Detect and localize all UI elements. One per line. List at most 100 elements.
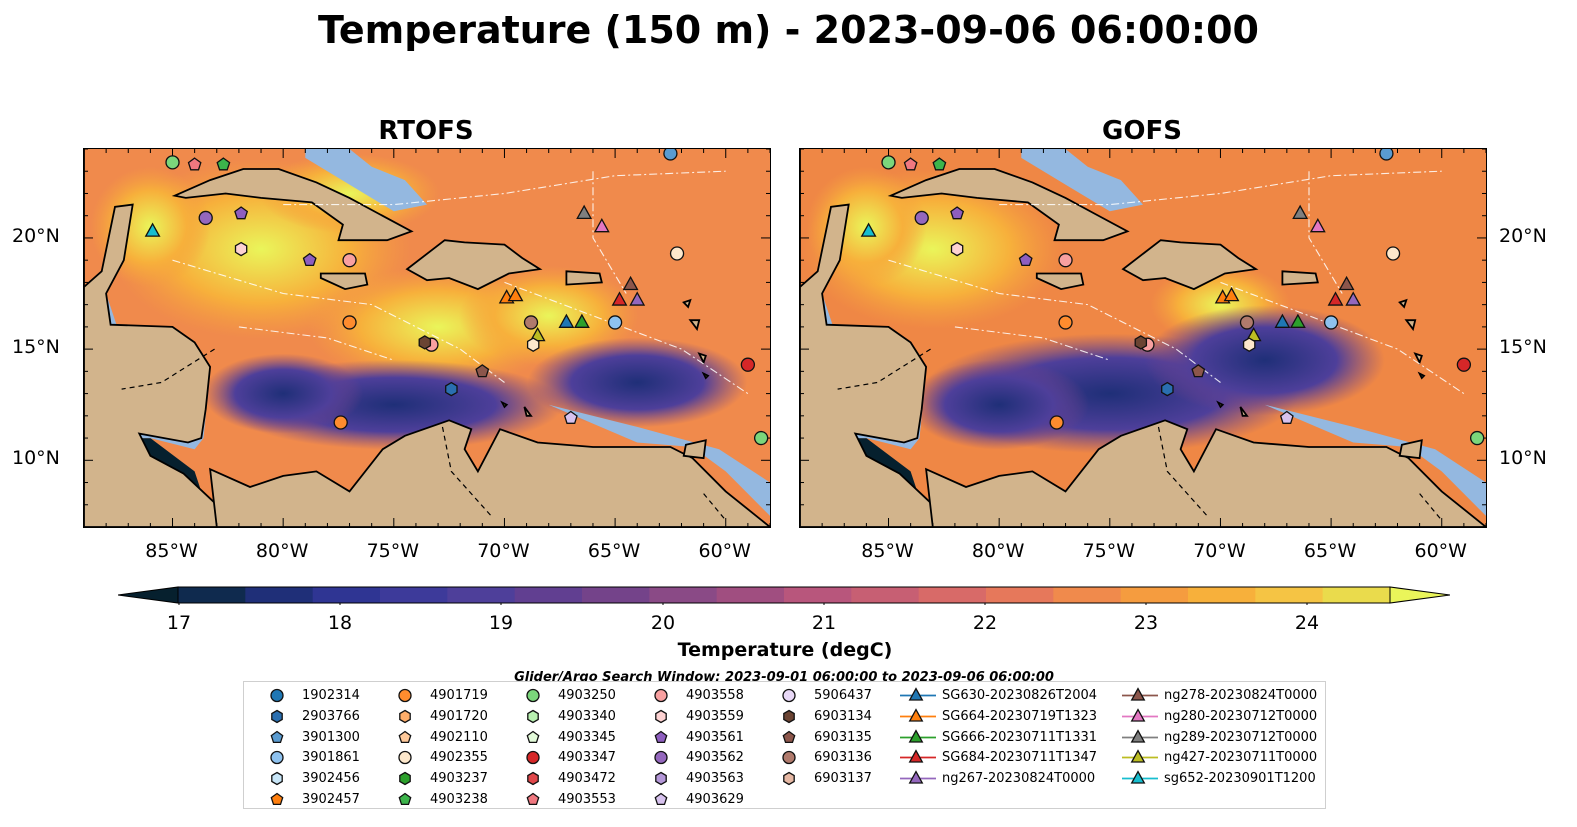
legend-label: ng427-20230711T0000 (1164, 750, 1318, 766)
float-marker-circle (740, 357, 756, 372)
colorbar-tick-label: 18 (327, 612, 353, 634)
land-polygon (319, 272, 369, 291)
float-marker-pentagon (475, 364, 490, 378)
pentagon-legend-icon (270, 730, 284, 743)
float-marker-pentagon (1279, 410, 1294, 424)
float-marker-circle (1058, 253, 1073, 268)
float-marker-pentagon (1191, 364, 1206, 378)
float-marker-hexagon (1161, 381, 1174, 397)
float-marker-triangle (622, 275, 639, 291)
float-marker-pentagon (302, 252, 317, 267)
colorbar-tick-label: 22 (972, 612, 998, 634)
float-marker-triangle (1338, 275, 1355, 291)
legend-label: 2903766 (302, 708, 360, 724)
legend-marker (398, 730, 412, 743)
lon-tick-label: 70°W (477, 540, 530, 562)
lat-tick-label-right: 10°N (1499, 447, 1547, 470)
triangle-legend-icon (908, 708, 924, 722)
legend-label: 4903238 (430, 792, 488, 807)
legend-marker (1122, 687, 1158, 701)
legend-label: 6903136 (814, 750, 872, 766)
lon-tick-label: 75°W (366, 540, 420, 562)
colorbar-segment (649, 587, 718, 603)
lon-tick-label: 60°W (698, 540, 751, 562)
colorbar-label: Temperature (degC) (677, 639, 893, 661)
float-marker-circle (1323, 315, 1339, 330)
land-polygon (209, 419, 770, 527)
float-marker-pentagon (216, 157, 231, 171)
land-polygon (800, 149, 957, 527)
eez-boundary (999, 170, 1442, 206)
hexagon-legend-icon (271, 709, 283, 724)
eez-boundary (888, 259, 1221, 383)
hexagon-legend-icon (655, 771, 667, 786)
colorbar-segment (1053, 587, 1122, 603)
land-polygon (1398, 298, 1408, 309)
pentagon-legend-icon (526, 730, 540, 743)
legend-marker (900, 770, 936, 784)
float-marker-pentagon (1018, 252, 1033, 267)
float-marker-circle (342, 253, 357, 268)
legend-marker (782, 688, 796, 703)
legend-label: 6903134 (814, 708, 872, 724)
land-polygon (1281, 270, 1319, 286)
float-marker-circle (333, 415, 348, 430)
legend-marker (526, 730, 540, 743)
float-marker-triangle (573, 313, 590, 328)
lat-tick-label-right: 20°N (1499, 224, 1547, 247)
lon-tick-label: 85°W (861, 540, 914, 562)
float-marker-hexagon (1134, 335, 1148, 350)
circle-legend-icon (398, 751, 412, 765)
legend-marker (270, 688, 284, 703)
float-marker-hexagon (418, 335, 432, 350)
float-marker-triangle (1289, 313, 1306, 328)
land-polygon (171, 168, 414, 242)
legend-marker (654, 792, 668, 806)
eez-boundary (592, 171, 627, 294)
float-marker-circle (342, 315, 357, 330)
legend-marker (399, 771, 411, 786)
legend-label: ng289-20230712T0000 (1164, 729, 1318, 745)
float-marker-circle (881, 155, 896, 170)
legend-label: 3902457 (302, 792, 360, 807)
legend-label: 4903561 (686, 729, 744, 745)
legend-label: 1902314 (302, 688, 360, 703)
circle-legend-icon (654, 688, 668, 703)
triangle-legend-icon (908, 749, 924, 764)
hexagon-legend-icon (655, 709, 667, 724)
colorbar-segment (1322, 587, 1391, 603)
land-polygon (1121, 239, 1259, 291)
land-polygon (688, 319, 701, 332)
legend-label: 4903340 (558, 708, 616, 724)
colorbar-svg (117, 586, 1451, 607)
land-polygon (701, 371, 710, 380)
legend-label: sg652-20230901T1200 (1164, 771, 1316, 787)
hexagon-legend-icon (527, 771, 539, 786)
legend-label: 4903345 (558, 729, 616, 745)
hexagon-legend-icon (399, 709, 411, 724)
float-marker-hexagon (526, 337, 540, 352)
legend-marker (398, 688, 412, 703)
legend-label: 3901861 (302, 750, 360, 766)
float-marker-triangle (507, 286, 524, 302)
float-marker-hexagon (1242, 337, 1256, 352)
land-polygon (925, 419, 1486, 527)
legend-label: 4903558 (686, 688, 744, 703)
legend-marker (526, 751, 540, 765)
float-marker-circle (1469, 430, 1485, 446)
float-marker-triangle (1345, 291, 1362, 306)
legend-marker (900, 728, 936, 743)
float-marker-triangle (629, 291, 646, 306)
colorbar-tick-label: 19 (488, 612, 514, 634)
colorbar-segment (986, 587, 1054, 603)
land-polygon (565, 270, 603, 286)
legend-label: 4903629 (686, 792, 744, 807)
float-marker-triangle (1223, 286, 1240, 302)
legend-label: 3902456 (302, 771, 360, 787)
circle-legend-icon (526, 751, 540, 765)
float-marker-circle (914, 210, 929, 226)
legend-label: 4903237 (430, 771, 488, 787)
legend-label: 4901719 (430, 688, 488, 703)
float-marker-triangle (1274, 313, 1291, 328)
map-rtofs (83, 148, 771, 528)
